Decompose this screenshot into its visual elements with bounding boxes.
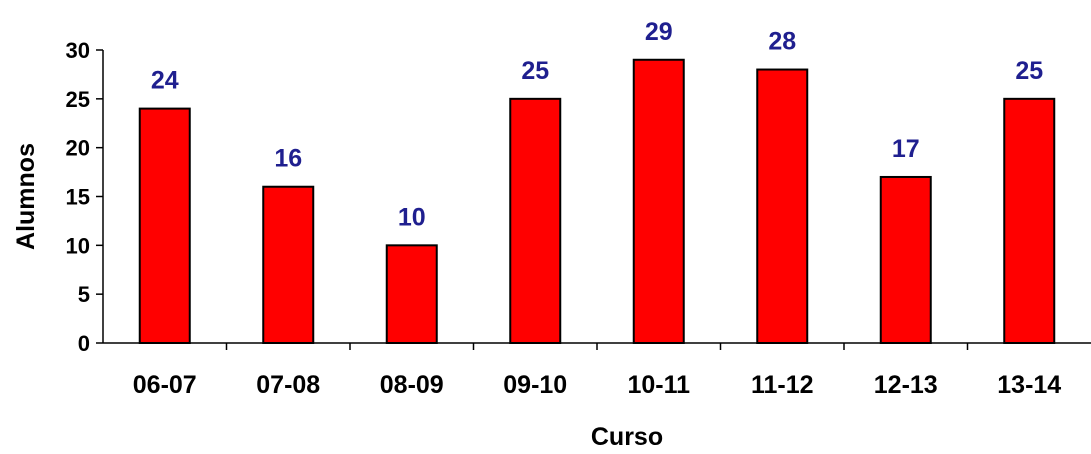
x-tick-label: 10-11: [627, 371, 690, 399]
data-label: 24: [151, 67, 179, 95]
x-tick-group: 06-07 07-08 08-09 09-10 10-11 11-12 12-13 13-14: [133, 343, 1061, 399]
data-label-group: 24 16 10 25 29 28 17 25: [151, 18, 1043, 232]
data-label: 16: [274, 145, 302, 173]
x-tick-label: 13-14: [997, 371, 1061, 399]
data-label: 17: [892, 135, 920, 163]
y-tick-label: 10: [66, 233, 90, 258]
y-tick-label: 5: [78, 282, 90, 307]
data-label: 25: [1015, 57, 1043, 85]
x-tick-label: 12-13: [874, 371, 938, 399]
y-tick-group: 0 5 10 15 20 25 30: [66, 38, 103, 356]
x-axis-title: Curso: [591, 423, 663, 451]
bar: [262, 185, 315, 344]
x-tick-label: 06-07: [133, 371, 197, 399]
bar: [1003, 97, 1056, 345]
bar: [632, 58, 685, 345]
bar: [756, 68, 809, 345]
x-tick-label: 07-08: [256, 371, 320, 399]
axes: [102, 50, 1091, 344]
bar: [385, 244, 438, 344]
x-tick-label: 09-10: [503, 371, 567, 399]
bar: [138, 107, 191, 344]
bar-group: [138, 58, 1056, 345]
y-tick-label: 15: [66, 185, 90, 210]
data-label: 10: [398, 203, 426, 231]
data-label: 28: [768, 28, 796, 56]
y-tick-label: 25: [66, 87, 90, 112]
x-tick-label: 11-12: [751, 371, 814, 399]
y-tick-label: 20: [66, 136, 90, 161]
y-tick-label: 30: [66, 38, 90, 63]
data-label: 25: [521, 57, 549, 85]
bar: [509, 97, 562, 345]
data-label: 29: [645, 18, 673, 46]
y-axis-title: Alumnos: [12, 143, 40, 250]
bar: [879, 175, 932, 344]
y-tick-label: 0: [78, 331, 90, 356]
x-tick-label: 08-09: [380, 371, 444, 399]
